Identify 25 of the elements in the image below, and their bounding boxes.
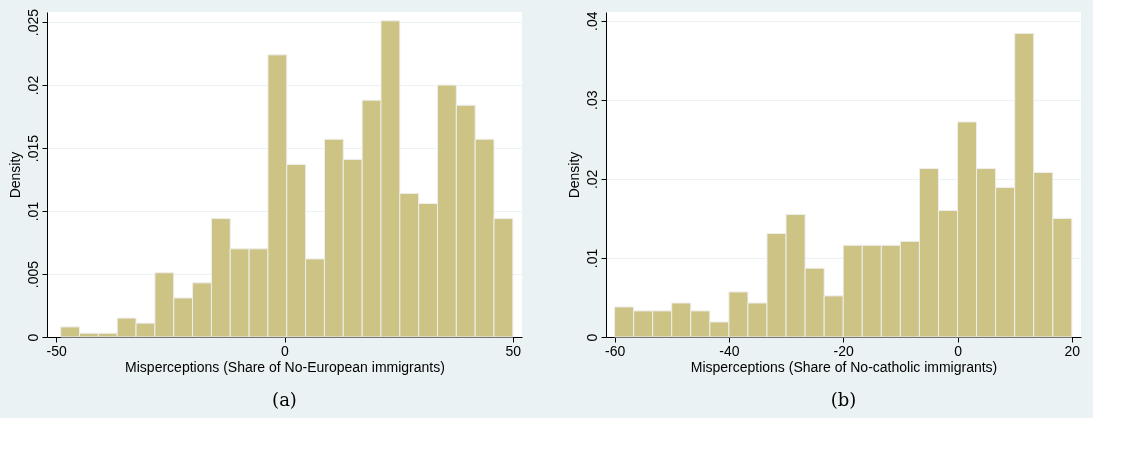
y-tick-label: 0 (583, 333, 600, 342)
y-axis-title: Density (565, 151, 582, 199)
x-tick-label: -40 (719, 342, 740, 359)
y-tick-label: .015 (24, 134, 41, 163)
y-tick-label: .01 (24, 201, 41, 222)
y-axis-title: Density (6, 151, 23, 199)
x-axis-title: Misperceptions (Share of No-catholic immigrants) (690, 358, 998, 375)
text: (b) (830, 389, 857, 410)
y-tick-label: .04 (583, 11, 600, 31)
x-tick-label: 0 (281, 342, 290, 359)
x-tick-label: 20 (1064, 342, 1081, 359)
y-tick-label: .005 (24, 260, 41, 289)
y-tick-label: 0 (24, 333, 41, 342)
text: (a) (272, 389, 297, 410)
x-tick-label: 0 (954, 342, 963, 359)
y-tick-label: .02 (583, 169, 600, 190)
y-tick-label: .025 (24, 8, 41, 37)
x-axis-title: Misperceptions (Share of No-European immigrants) (125, 358, 445, 375)
x-tick-label: 50 (505, 342, 522, 359)
y-tick-label: .01 (583, 248, 600, 269)
y-tick-label: .02 (24, 75, 41, 96)
x-tick-label: -60 (604, 342, 626, 359)
x-tick-label: -50 (46, 342, 67, 359)
x-tick-label: -20 (833, 342, 855, 359)
y-tick-label: .03 (583, 90, 600, 111)
